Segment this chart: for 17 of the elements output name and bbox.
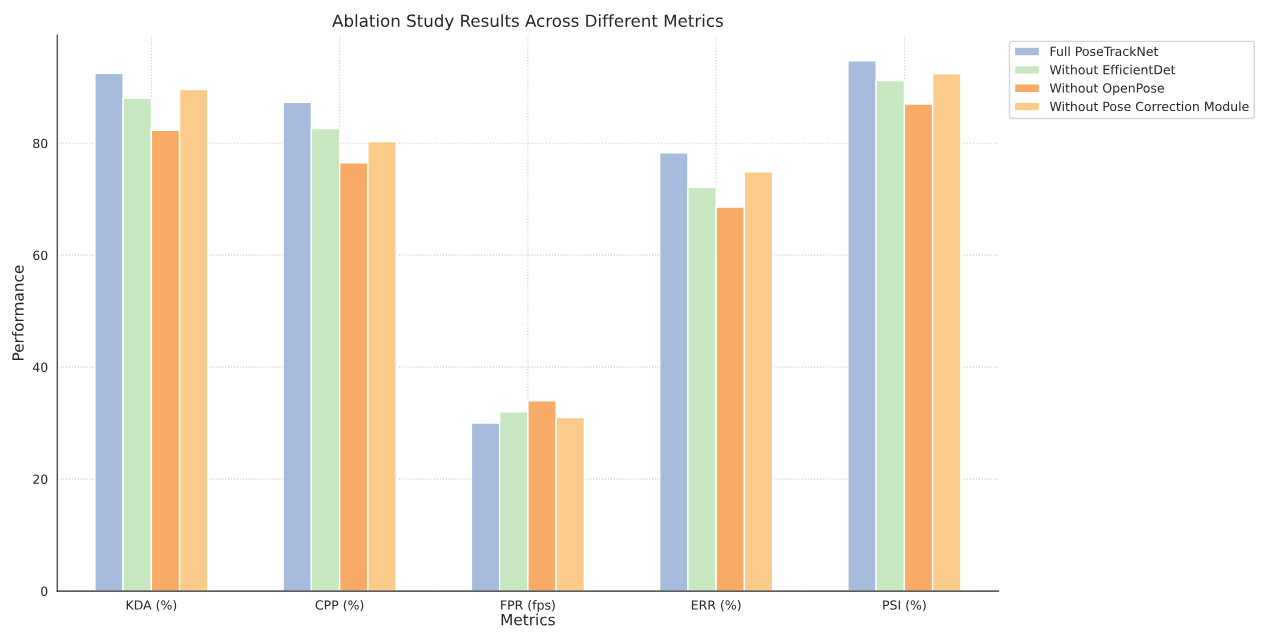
x-tick-label: PSI (%) <box>883 600 926 612</box>
y-tick-label: 0 <box>41 586 48 596</box>
y-tick-label: 60 <box>33 250 48 261</box>
x-tick-label: CPP (%) <box>315 600 364 612</box>
y-tick-label: 20 <box>33 474 48 485</box>
legend-label: Without Pose Correction Module <box>1049 101 1249 112</box>
legend-label: Without EfficientDet <box>1049 64 1176 75</box>
chart-title: Ablation Study Results Across Different Metrics <box>332 14 723 31</box>
legend-label: Without OpenPose <box>1049 83 1164 96</box>
y-tick-label: 80 <box>33 138 48 149</box>
x-tick-label: ERR (%) <box>691 600 741 612</box>
x-axis-title: Metrics <box>501 613 555 626</box>
x-tick-label: KDA (%) <box>126 600 177 612</box>
y-tick-label: 40 <box>32 362 48 373</box>
y-axis-title: Performance <box>11 265 24 361</box>
legend-label: Full PoseTrackNet <box>1050 46 1159 57</box>
x-tick-label: FPR (fps) <box>501 600 555 613</box>
